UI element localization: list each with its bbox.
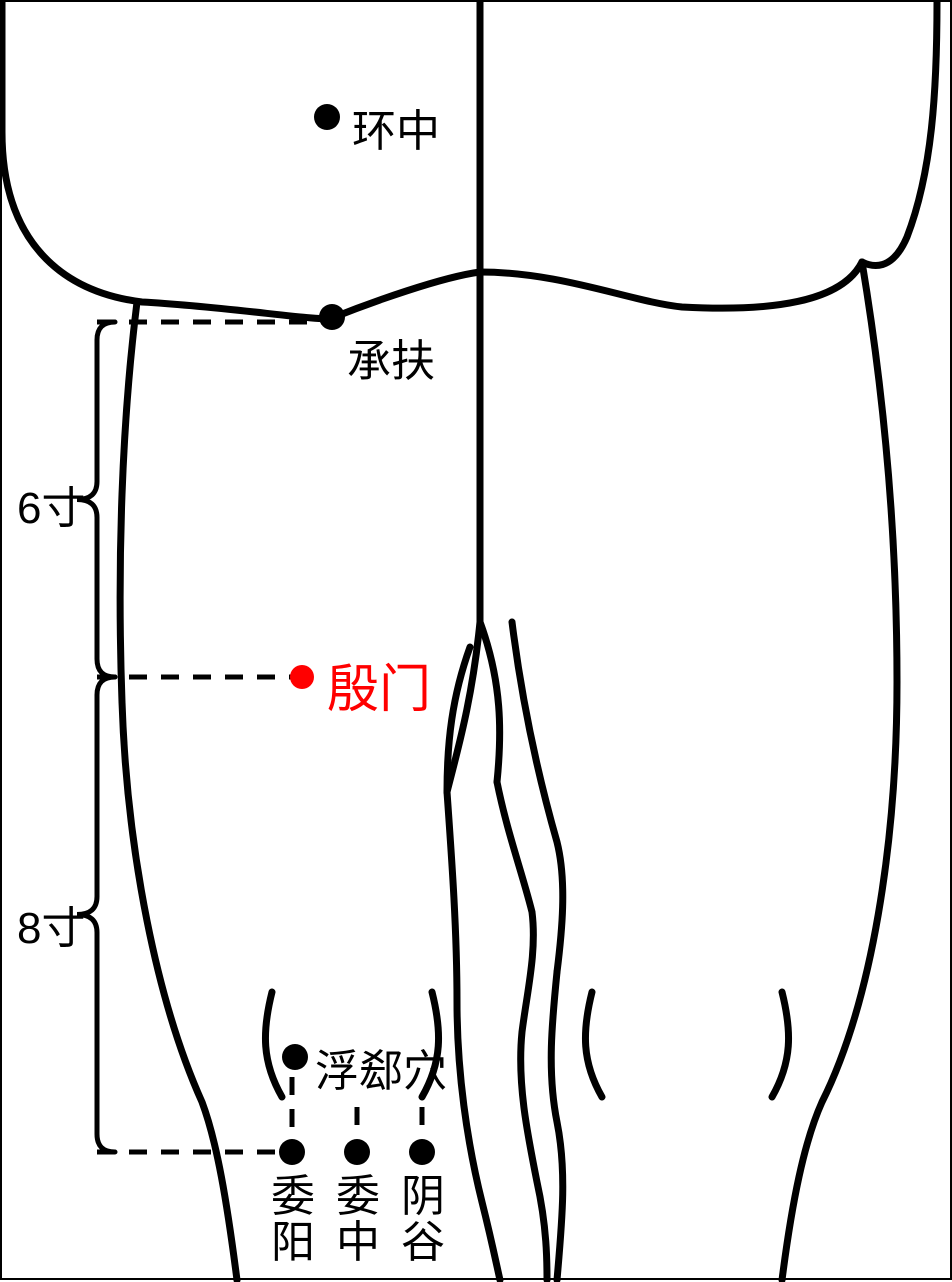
- outline-right_thigh_outer: [782, 262, 897, 1280]
- label-weizhong: 委中: [335, 1174, 381, 1266]
- label-weiyang: 委阳: [270, 1174, 316, 1266]
- label-chengfu: 承扶: [347, 325, 435, 389]
- diagram-container: 环中承扶殷门浮郄穴委阳委中阴谷 6寸 8寸: [0, 0, 952, 1280]
- outline-right_hip: [862, 2, 937, 266]
- outline-inner_between: [497, 782, 547, 1280]
- diagram-svg: [2, 2, 952, 1282]
- outline-left_knee_out: [265, 992, 282, 1097]
- point-yingu: [409, 1139, 435, 1165]
- label-6cun: 6寸: [17, 472, 85, 536]
- outline-right_calf_in: [551, 972, 563, 1280]
- point-weiyang: [279, 1139, 305, 1165]
- point-huanzhong: [314, 104, 340, 130]
- outline-left_hip: [2, 2, 480, 319]
- label-fuxi: 浮郄穴: [315, 1035, 447, 1099]
- outline-right_knee_in: [772, 992, 789, 1097]
- outline-left_thigh_inner: [480, 622, 500, 782]
- label-yinmen: 殷门: [327, 647, 431, 722]
- point-chengfu: [319, 304, 345, 330]
- outline-right_thigh_inner: [512, 622, 563, 972]
- point-fuxi: [282, 1044, 308, 1070]
- point-yinmen: [290, 665, 314, 689]
- label-8cun: 8寸: [17, 892, 85, 956]
- point-weizhong: [344, 1139, 370, 1165]
- label-yingu: 阴谷: [400, 1174, 446, 1266]
- label-huanzhong: 环中: [352, 95, 440, 159]
- outline-left_calf_in: [447, 792, 500, 1280]
- outline-gluteal_r: [480, 262, 862, 308]
- outline-right_knee_out: [585, 992, 602, 1097]
- outline-left_thigh_outer: [120, 302, 237, 1280]
